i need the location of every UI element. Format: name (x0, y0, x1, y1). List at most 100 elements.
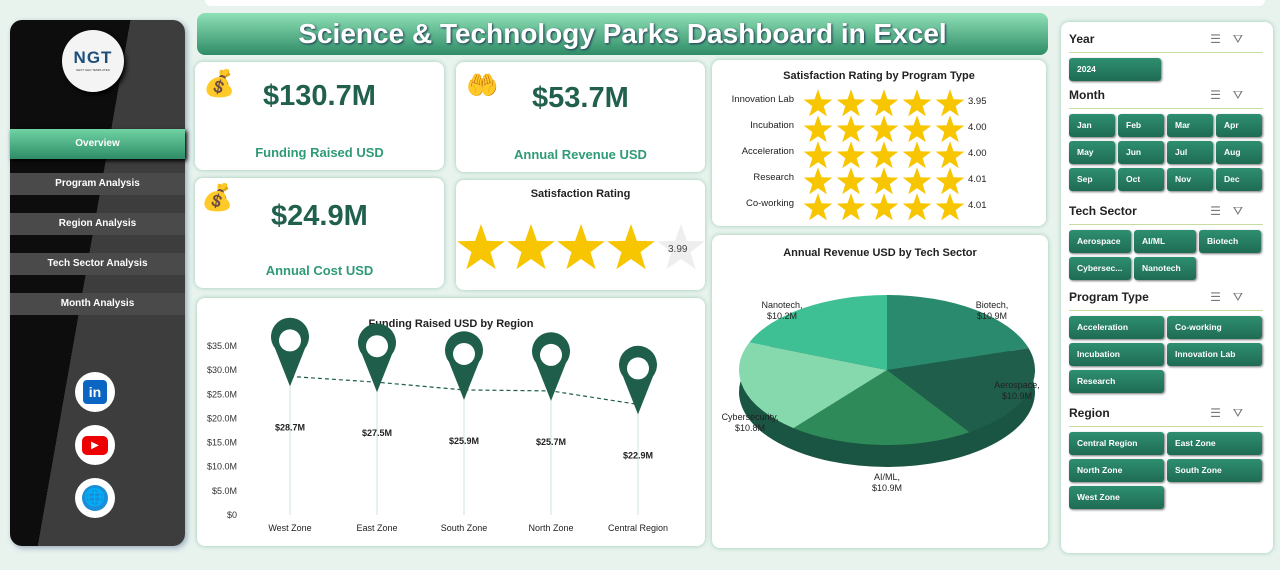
divider (1069, 426, 1263, 427)
x-tick-label: Central Region (608, 523, 668, 533)
slicer-button[interactable]: Mar (1167, 114, 1213, 137)
clear-filter-icon[interactable]: ⛛ (1232, 32, 1255, 46)
funding-region-chart: Funding Raised USD by Region $0 $5.0M $10.… (197, 298, 705, 546)
nav-program-analysis[interactable]: Program Analysis (10, 173, 185, 195)
slicer-button[interactable]: Nov (1167, 168, 1213, 191)
slicer-button[interactable]: Jun (1118, 141, 1164, 164)
pie-chart-title: Annual Revenue USD by Tech Sector (783, 247, 977, 259)
slicer-button[interactable]: May (1069, 141, 1115, 164)
slicer-button[interactable]: Incubation (1069, 343, 1164, 366)
slicer-button[interactable]: Research (1069, 370, 1164, 393)
nav-region-analysis[interactable]: Region Analysis (10, 213, 185, 235)
x-tick-label: West Zone (268, 523, 311, 533)
slicer-button[interactable]: Aerospace (1069, 230, 1131, 253)
star-icon (869, 167, 899, 195)
nav-tech-sector-analysis[interactable]: Tech Sector Analysis (10, 253, 185, 275)
program-value: 4.00 (968, 148, 987, 159)
funding-chart-title: Funding Raised USD by Region (368, 318, 534, 330)
slicer-button[interactable]: South Zone (1167, 459, 1262, 482)
divider (1069, 108, 1263, 109)
divider (1069, 310, 1263, 311)
top-strip (205, 0, 1265, 6)
star-icon (935, 89, 965, 117)
clear-filter-icon[interactable]: ⛛ (1232, 406, 1255, 420)
slicer-button[interactable]: Aug (1216, 141, 1262, 164)
slicer-button[interactable]: Innovation Lab (1167, 343, 1262, 366)
satisfaction-title: Satisfaction Rating (530, 188, 631, 200)
slicer-button[interactable]: Jul (1167, 141, 1213, 164)
star-icon (869, 89, 899, 117)
multi-select-icon[interactable]: ☰ (1210, 204, 1233, 218)
divider (1069, 52, 1263, 53)
star-icon (507, 224, 555, 270)
youtube-icon[interactable]: ▶ (75, 425, 115, 465)
pie-slice (739, 342, 887, 429)
pie-label: Biotech, $10.9M (976, 300, 1009, 321)
kpi-funding-card: 💰 $130.7M Funding Raised USD (195, 62, 444, 170)
program-value: 4.01 (968, 200, 987, 211)
star-icon (657, 224, 705, 270)
slicer-button[interactable]: North Zone (1069, 459, 1164, 482)
map-pin-marker (271, 317, 309, 387)
map-pin-marker (358, 323, 396, 393)
slicer-button[interactable]: Nanotech (1134, 257, 1196, 280)
kpi-cost-card: 💰 $24.9M Annual Cost USD (195, 178, 444, 288)
star-icon (836, 115, 866, 143)
program-satisfaction-chart: Satisfaction Rating by Program Type Inno… (712, 60, 1046, 226)
star-icon (457, 224, 505, 270)
multi-select-icon[interactable]: ☰ (1210, 290, 1233, 304)
page-title: Science & Technology Parks Dashboard in … (197, 13, 1048, 55)
sidebar: NGT NEXT GEN TEMPLATES Overview Program A… (10, 20, 185, 546)
y-tick-label: $15.0M (207, 438, 237, 448)
star-icon (869, 115, 899, 143)
slicer-button[interactable]: Jan (1069, 114, 1115, 137)
x-tick-label: East Zone (356, 523, 397, 533)
kpi-funding-value: $130.7M (263, 80, 376, 112)
star-icon (836, 141, 866, 169)
slicer-button[interactable]: Dec (1216, 168, 1262, 191)
slicer-button[interactable]: Biotech (1199, 230, 1261, 253)
y-tick-label: $0 (227, 510, 237, 520)
slicer-button[interactable]: Oct (1118, 168, 1164, 191)
data-label: $25.7M (536, 437, 566, 447)
slicer-button[interactable]: Co-working (1167, 316, 1262, 339)
slicer-button[interactable]: Feb (1118, 114, 1164, 137)
slicer-button[interactable]: Central Region (1069, 432, 1164, 455)
star-icon (935, 115, 965, 143)
clear-filter-icon[interactable]: ⛛ (1232, 88, 1255, 102)
slicer-button[interactable]: West Zone (1069, 486, 1164, 509)
slicer-panel: Year ☰⛛ 2024 Month ☰⛛ Jan Feb Mar Apr May Jun Jul Au… (1061, 22, 1273, 553)
multi-select-icon[interactable]: ☰ (1210, 88, 1233, 102)
revenue-sector-chart: Annual Revenue USD by Tech Sector Biotec… (712, 235, 1048, 548)
program-label: Acceleration (741, 146, 794, 157)
multi-select-icon[interactable]: ☰ (1210, 32, 1233, 46)
pie-label: Aerospace, $10.9M (994, 380, 1040, 401)
star-icon (557, 224, 605, 270)
y-tick-label: $30.0M (207, 365, 237, 375)
globe-icon[interactable]: 🌐 (75, 478, 115, 518)
satisfaction-value: 3.99 (668, 244, 688, 255)
slicer-button[interactable]: 2024 (1069, 58, 1161, 81)
linkedin-icon[interactable]: in (75, 372, 115, 412)
nav-month-analysis[interactable]: Month Analysis (10, 293, 185, 315)
star-icon (869, 193, 899, 221)
slicer-button[interactable]: East Zone (1167, 432, 1262, 455)
program-value: 4.01 (968, 174, 987, 185)
multi-select-icon[interactable]: ☰ (1210, 406, 1233, 420)
clear-filter-icon[interactable]: ⛛ (1232, 204, 1255, 218)
slicer-button[interactable]: Acceleration (1069, 316, 1164, 339)
y-tick-label: $25.0M (207, 389, 237, 399)
clear-filter-icon[interactable]: ⛛ (1232, 290, 1255, 304)
star-icon (935, 141, 965, 169)
satisfaction-stars (456, 222, 706, 277)
star-icon (803, 141, 833, 169)
map-pin-marker (445, 331, 483, 400)
star-icon (902, 89, 932, 117)
star-icon (902, 167, 932, 195)
y-tick-label: $20.0M (207, 413, 237, 423)
slicer-button[interactable]: Cybersec... (1069, 257, 1131, 280)
nav-overview[interactable]: Overview (10, 129, 185, 159)
slicer-button[interactable]: Apr (1216, 114, 1262, 137)
slicer-button[interactable]: AI/ML (1134, 230, 1196, 253)
slicer-button[interactable]: Sep (1069, 168, 1115, 191)
